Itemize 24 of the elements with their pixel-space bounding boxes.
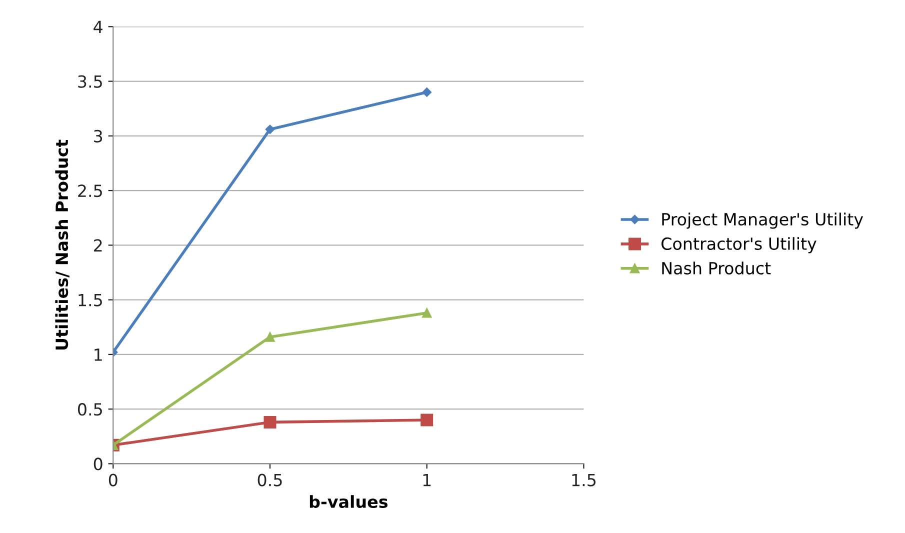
legend-label: Project Manager's Utility (662, 212, 864, 229)
point (420, 414, 434, 426)
point (422, 308, 432, 318)
y-tick-label: 2 (94, 239, 102, 252)
legend-label: Nash Product (662, 262, 771, 274)
point (265, 124, 275, 134)
point (265, 332, 275, 342)
x-tick-label: 1 (423, 474, 431, 486)
x-tick-label: 0 (108, 474, 118, 486)
x-tick-label: 0.5 (258, 474, 282, 486)
y-tick-label: 1 (94, 348, 102, 361)
y-tick-label: 0.5 (78, 403, 102, 416)
y-tick-label: 0 (94, 458, 102, 470)
y-tick-label: 3 (94, 130, 102, 142)
point (264, 416, 276, 428)
y-axis-title: Utilities/ Nash Product (55, 140, 70, 350)
y-tick-label: 3.5 (78, 75, 102, 88)
point (422, 88, 432, 97)
y-tick-label: 4 (94, 20, 102, 33)
y-tick-label: 2.5 (78, 184, 102, 198)
y-tick-label: 1.5 (78, 294, 102, 306)
x-tick-label: 1.5 (572, 474, 596, 486)
x-axis-title: b-values (310, 495, 388, 508)
legend-label: Contractor's Utility (662, 237, 816, 254)
